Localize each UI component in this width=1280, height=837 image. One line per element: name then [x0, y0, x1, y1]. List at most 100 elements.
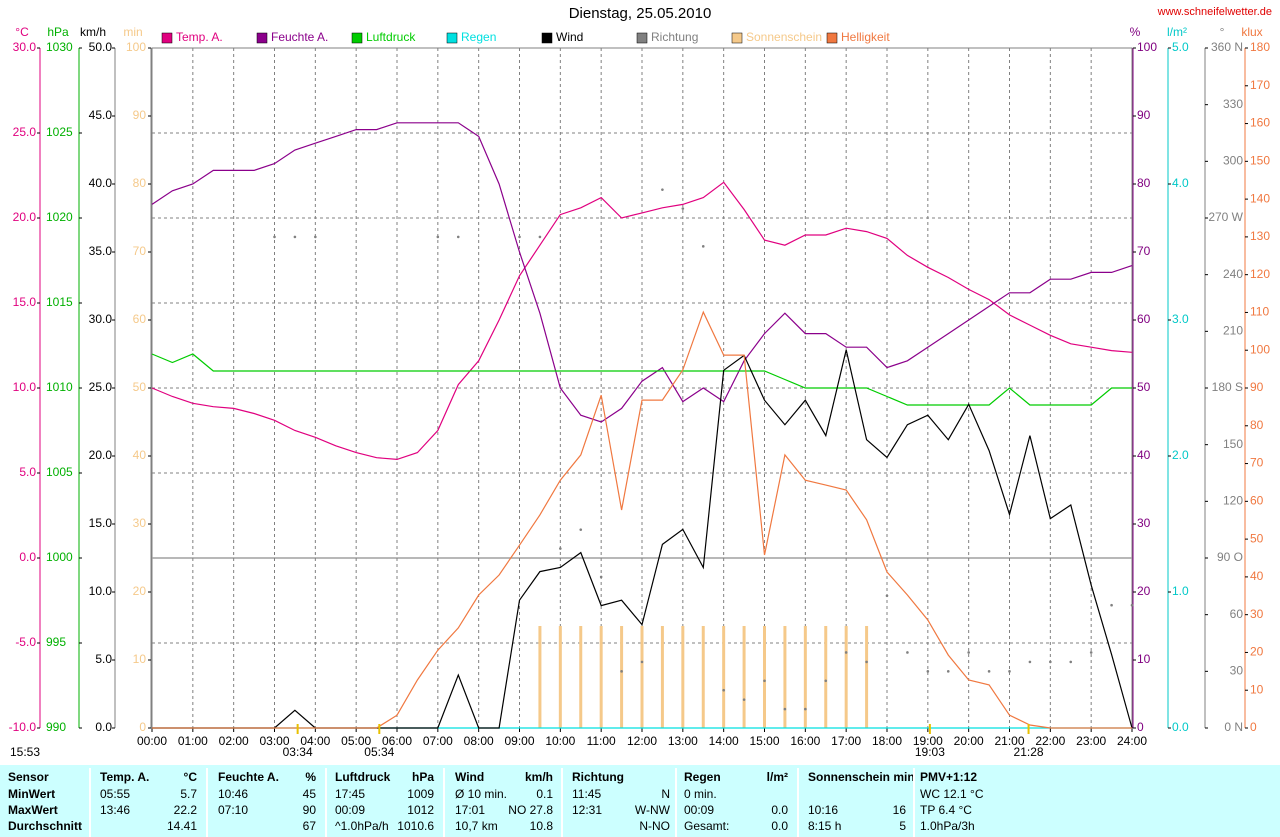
table-cell: 5	[899, 819, 906, 833]
point	[967, 651, 970, 654]
table-cell: 11:45	[572, 787, 601, 801]
series-line	[151, 181, 1133, 461]
y-tick-label: 1025	[46, 125, 73, 139]
point	[1110, 603, 1113, 607]
bar	[538, 626, 542, 728]
bar	[681, 626, 685, 728]
y-tick-label: 300	[1223, 154, 1243, 168]
summary-table: Sensor Temp. A. °C Feuchte A.% Luftdruck hPa W…	[8, 768, 984, 837]
x-tick-label: 20:00	[954, 734, 984, 748]
y-tick-label: 25.0	[13, 125, 37, 139]
y-tick-label: 0	[139, 720, 146, 734]
legend-swatch	[541, 32, 553, 44]
point	[456, 235, 460, 239]
point	[620, 670, 623, 673]
y-tick-label: 25.0	[89, 380, 113, 394]
y-tick-label: 100	[1250, 342, 1270, 356]
legend-swatch	[731, 32, 743, 44]
x-tick-label: 09:00	[504, 734, 534, 748]
bar	[579, 626, 583, 728]
bar	[844, 626, 848, 728]
y-tick-label: 0.0	[95, 720, 112, 734]
point	[1028, 660, 1032, 664]
x-tick-label: 00:00	[137, 734, 167, 748]
chart-title: Dienstag, 25.05.2010	[569, 5, 712, 22]
y-tick-label: 60	[133, 312, 147, 326]
point	[579, 528, 583, 531]
point	[293, 235, 297, 239]
y-tick-label: -10.0	[9, 720, 37, 734]
bar	[865, 626, 869, 728]
y-tick-label: 130	[1250, 229, 1270, 243]
y-tick-label: 30	[133, 516, 147, 530]
y-tick-label: 70	[1250, 456, 1264, 470]
x-tick-label: 24:00	[1117, 734, 1147, 748]
y-tick-label: 2.0	[1172, 448, 1189, 462]
y-tick-label: 80	[1250, 418, 1264, 432]
table-cell: 00:09	[335, 803, 365, 817]
y-tick-label: 90	[1250, 380, 1264, 394]
x-tick-label: 03:00	[259, 734, 289, 748]
point	[559, 547, 562, 550]
axis-title: l/m²	[1167, 25, 1187, 39]
y-tick-label: 180	[1250, 40, 1270, 54]
table-cell: MaxWert	[8, 803, 58, 817]
x-tick-label: 05:00	[341, 734, 371, 748]
table-cell: km/h	[525, 770, 553, 784]
table-cell: 90	[303, 803, 317, 817]
sun-time: 03:34	[283, 745, 313, 759]
y-tick-label: 50	[1137, 380, 1151, 394]
y-tick-label: 330	[1223, 97, 1243, 111]
table-cell: Luftdruck	[335, 770, 391, 784]
y-tick-label: 120	[1250, 267, 1270, 281]
table-cell: 45	[303, 787, 317, 801]
table-cell: 10:16	[808, 803, 838, 817]
point	[1008, 670, 1011, 673]
y-tick-label: 140	[1250, 191, 1270, 205]
table-cell: N-NO	[639, 819, 670, 833]
y-tick-label: 80	[1137, 176, 1151, 190]
y-tick-label: 35.0	[89, 244, 113, 258]
point	[722, 688, 725, 692]
table-cell: 0 min.	[684, 787, 717, 801]
table-cell: 07:10	[218, 803, 248, 817]
source: www.schneifelwetter.de	[1157, 6, 1272, 18]
table-cell: Temp. A.	[100, 770, 149, 784]
table-cell: TP 6.4 °C	[920, 803, 972, 817]
sun-time: 21:28	[1014, 745, 1044, 759]
point	[987, 670, 991, 673]
table-cell: Richtung	[572, 770, 624, 784]
bar	[783, 626, 787, 728]
table-cell: W-NW	[635, 803, 671, 817]
point	[865, 660, 868, 664]
table-cell: 12:31	[572, 803, 602, 817]
x-tick-label: 07:00	[423, 734, 453, 748]
y-tick-label: 1030	[46, 40, 73, 54]
x-tick-label: 12:00	[627, 734, 657, 748]
point	[1069, 660, 1073, 664]
y-tick-label: 360 N	[1211, 40, 1243, 54]
table-cell: MinWert	[8, 787, 55, 801]
y-tick-label: 20.0	[89, 448, 113, 462]
table-cell: 0.1	[536, 787, 553, 801]
legend-swatch	[351, 32, 363, 44]
y-tick-label: 210	[1223, 324, 1243, 338]
point	[763, 679, 766, 683]
table-cell: 05:55	[100, 787, 130, 801]
table-cell: hPa	[412, 770, 434, 784]
bar	[620, 626, 624, 728]
y-tick-label: 1015	[46, 295, 73, 309]
y-tick-label: 60	[1250, 494, 1264, 508]
table-cell: 10:46	[218, 787, 248, 801]
table-cell: 17:45	[335, 787, 365, 801]
x-tick-label: 13:00	[668, 734, 698, 748]
bar	[722, 626, 726, 728]
table-cell: Regen	[684, 770, 721, 784]
table-cell: Sensor	[8, 770, 49, 784]
point	[599, 575, 603, 579]
bar	[640, 626, 644, 728]
x-tick-label: 02:00	[219, 734, 249, 748]
y-tick-label: 240	[1223, 267, 1243, 281]
